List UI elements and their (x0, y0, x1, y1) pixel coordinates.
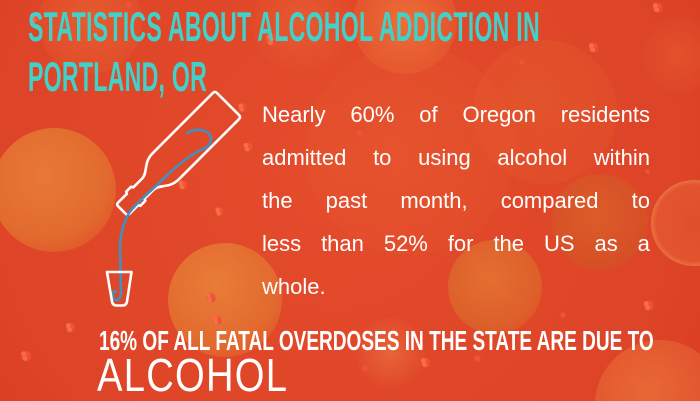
decorative-circle (651, 180, 700, 266)
speckle-dot (474, 355, 481, 362)
speckle-dot (20, 350, 32, 362)
liquid-stream (111, 128, 213, 302)
footer-alcohol-word: ALCOHOL (97, 349, 289, 401)
speckle-dot (560, 312, 566, 318)
page-title: STATISTICS ABOUT ALCOHOL ADDICTION IN PO… (28, 2, 700, 102)
bottle-outline (115, 90, 242, 217)
statistic-paragraph: Nearly 60% of Oregon residents admitted to usin… (262, 102, 650, 299)
glass-outline (105, 270, 133, 307)
speckle-dot (362, 365, 368, 371)
bottle-pour-illustration (105, 90, 242, 307)
speckle-dot (420, 357, 431, 368)
title-line-1: STATISTICS ABOUT ALCOHOL ADDICTION IN (28, 3, 540, 50)
